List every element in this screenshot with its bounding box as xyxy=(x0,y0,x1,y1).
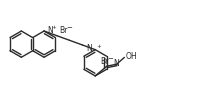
Text: +: + xyxy=(96,44,100,49)
Text: Br: Br xyxy=(59,26,68,35)
Text: N: N xyxy=(86,44,92,53)
Text: H: H xyxy=(130,52,136,61)
Text: −: − xyxy=(66,25,72,31)
Text: O: O xyxy=(125,52,131,61)
Text: +: + xyxy=(51,25,56,30)
Text: Br: Br xyxy=(100,57,108,66)
Text: −: − xyxy=(106,56,112,62)
Text: N: N xyxy=(113,59,119,68)
Text: N: N xyxy=(47,26,52,35)
